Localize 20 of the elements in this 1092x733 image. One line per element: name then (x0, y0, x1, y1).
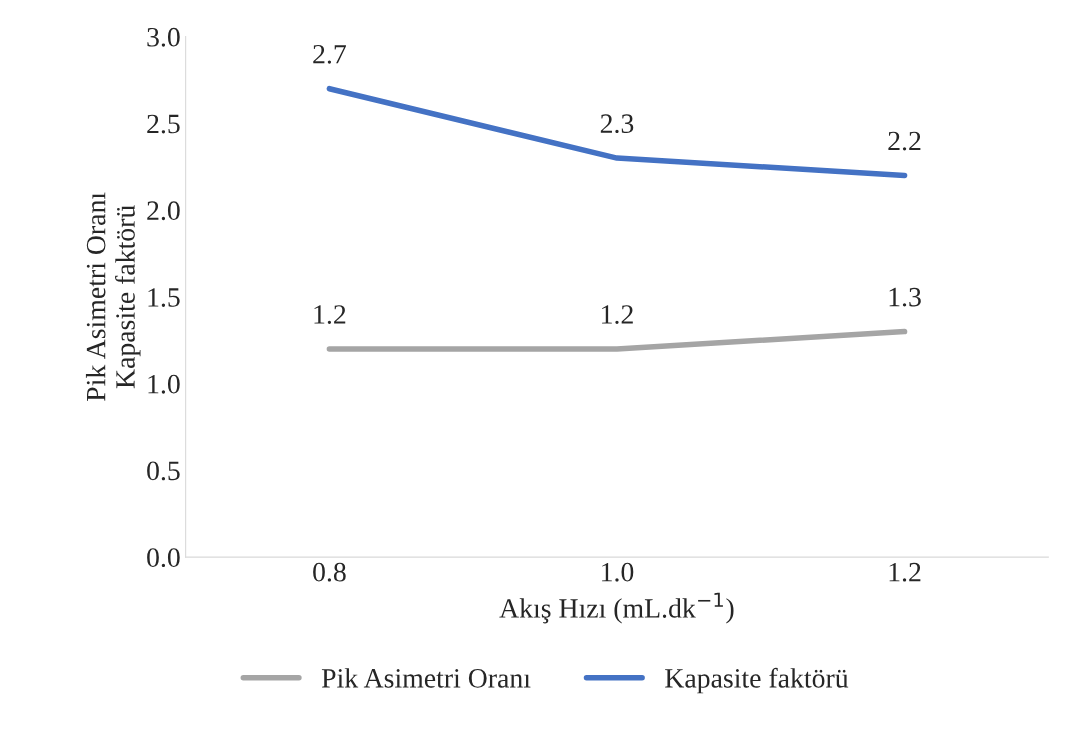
data-label: 2.3 (600, 114, 634, 134)
y-tick-label: 0.0 (147, 548, 180, 568)
legend-label: Pik Asimetri Oranı (321, 668, 531, 688)
x-tick-label: 0.8 (313, 562, 346, 582)
y-tick-label: 1.5 (148, 288, 180, 307)
y-tick-label: 2.0 (147, 201, 180, 221)
legend-label: Kapasite faktörü (665, 667, 849, 694)
data-label: 1.2 (602, 305, 633, 324)
data-label: 1.2 (314, 305, 346, 324)
y-tick-label: 3.0 (147, 27, 180, 47)
data-label: 2.7 (313, 44, 346, 64)
data-label: 1.3 (889, 287, 921, 307)
y-tick-label: 2.5 (147, 114, 180, 134)
y-tick-label: 0.5 (147, 461, 180, 481)
x-tick-label: 1.2 (889, 562, 921, 582)
x-tick-label: 1.0 (602, 562, 634, 582)
y-tick-label: 1.0 (148, 374, 180, 394)
y-axis-title: Pik Asimetri Oranı Kapasite faktörü (85, 192, 141, 401)
x-axis-title: Akış Hızı (mL.dk$^{−1}$) (499, 592, 734, 624)
data-label: 2.2 (888, 131, 921, 151)
